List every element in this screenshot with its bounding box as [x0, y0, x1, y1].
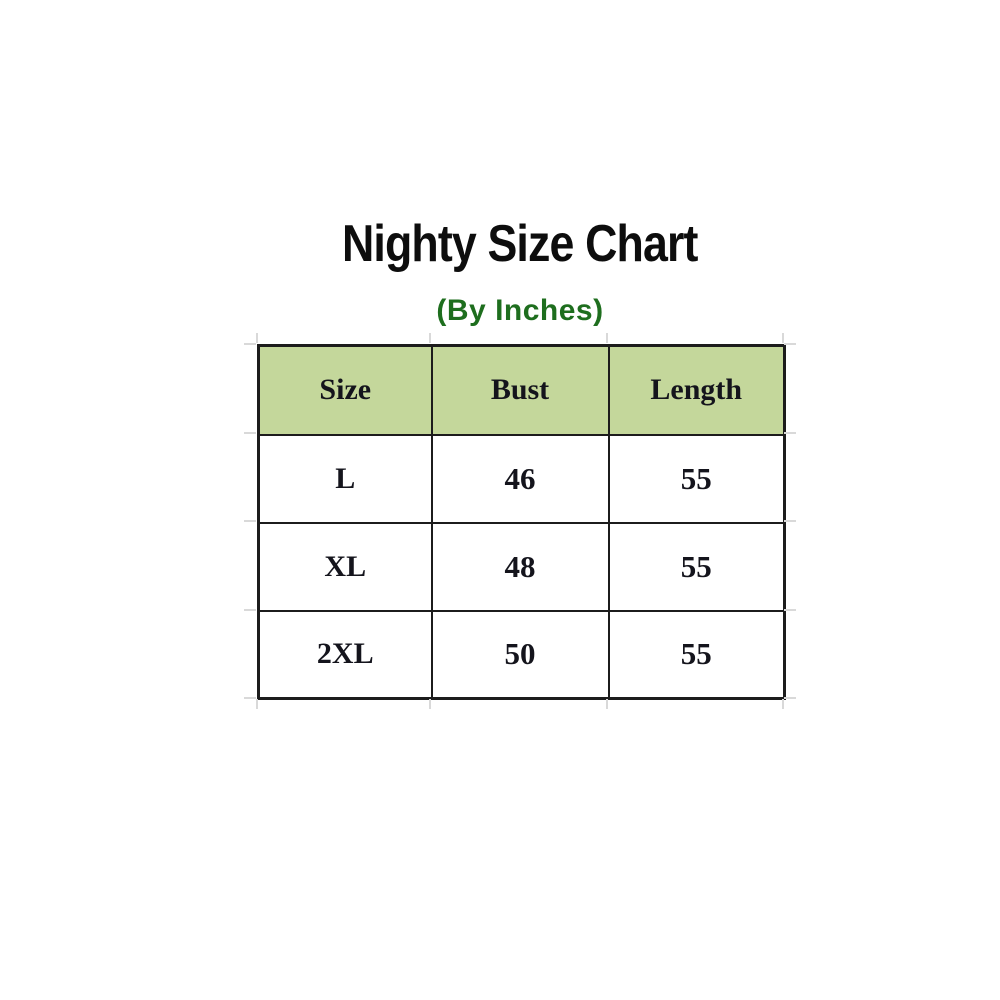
table-row: 2XL 50 55: [257, 609, 786, 700]
gridline-stub: [244, 520, 256, 522]
gridline-stub: [256, 333, 258, 343]
size-value: L: [257, 433, 433, 524]
header-row: Size Bust Length: [257, 344, 786, 436]
bust-value: 48: [430, 521, 610, 612]
gridline-stub: [784, 432, 796, 434]
gridline-stub: [244, 609, 256, 611]
gridline-stub: [429, 699, 431, 709]
gridline-stub: [782, 333, 784, 343]
gridline-stub: [244, 432, 256, 434]
length-value: 55: [607, 433, 786, 524]
length-value: 55: [607, 521, 786, 612]
gridline-stub: [782, 699, 784, 709]
length-value: 55: [607, 609, 786, 700]
gridline-stub: [256, 699, 258, 709]
gridline-stub: [784, 343, 796, 345]
page-subtitle: (By Inches): [436, 294, 604, 327]
table-row: L 46 55: [257, 433, 786, 524]
size-table-container: Size Bust Length L 46 55 XL 48 55 2XL: [257, 344, 786, 700]
gridline-stub: [784, 697, 796, 699]
page-title: Nighty Size Chart: [342, 215, 698, 273]
bust-value: 46: [430, 433, 610, 524]
bust-value: 50: [430, 609, 610, 700]
column-header-length: Length: [607, 344, 786, 436]
size-value: 2XL: [257, 609, 433, 700]
gridline-stub: [244, 343, 256, 345]
gridline-stub: [606, 699, 608, 709]
table-row: XL 48 55: [257, 521, 786, 612]
column-header-bust: Bust: [430, 344, 610, 436]
subtitle-container: (By Inches): [257, 294, 783, 327]
gridline-stub: [784, 520, 796, 522]
size-table: Size Bust Length L 46 55 XL 48 55 2XL: [257, 344, 786, 700]
gridline-stub: [606, 333, 608, 343]
title-container: Nighty Size Chart: [257, 217, 783, 272]
size-value: XL: [257, 521, 433, 612]
column-header-size: Size: [257, 344, 433, 436]
gridline-stub: [429, 333, 431, 343]
gridline-stub: [244, 697, 256, 699]
gridline-stub: [784, 609, 796, 611]
